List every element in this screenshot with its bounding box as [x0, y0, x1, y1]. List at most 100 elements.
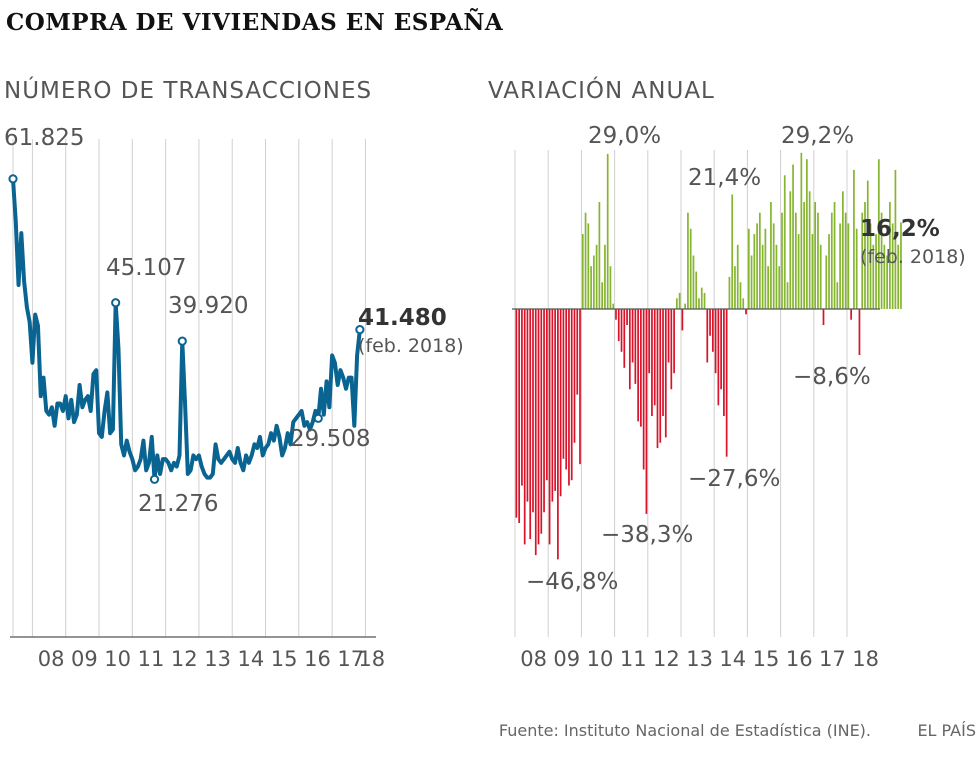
right-bar — [822, 309, 825, 326]
right-bar — [783, 175, 786, 309]
right-bar — [880, 212, 883, 309]
right-bar — [894, 169, 897, 309]
left-point-marker — [313, 413, 323, 423]
right-bar — [825, 255, 828, 309]
right-bar — [841, 191, 844, 309]
right-bar — [803, 202, 805, 309]
right-bar — [717, 309, 720, 406]
right-bar — [642, 309, 645, 470]
right-bar — [731, 194, 734, 309]
left-line-series — [11, 176, 362, 482]
annotation-low-2017: 29.508 — [290, 426, 370, 452]
right-bar — [747, 228, 750, 309]
right-bar — [678, 292, 681, 309]
right-x-tick-labels: 08 09 10 11 12 13 14 15 16 17 18 — [520, 647, 879, 671]
annotation-var-2016-peak: 29,2% — [781, 123, 854, 149]
right-bar — [551, 309, 554, 502]
annotation-peak-2007: 61.825 — [4, 125, 84, 151]
right-bar — [681, 309, 684, 331]
right-bar — [543, 309, 545, 513]
left-point-marker — [355, 324, 365, 335]
left-chart-title: NÚMERO DE TRANSACCIONES — [4, 76, 372, 104]
right-bar — [808, 191, 811, 309]
right-bar — [595, 244, 598, 309]
right-bar — [836, 282, 839, 309]
left-point-marker — [8, 174, 18, 184]
right-bar — [587, 223, 590, 309]
right-bar — [537, 309, 540, 545]
right-bar — [853, 169, 855, 309]
right-bar — [830, 212, 833, 309]
right-bar — [900, 222, 902, 309]
right-bar — [855, 228, 858, 309]
right-bar — [811, 234, 814, 309]
right-bar — [794, 212, 797, 309]
right-bar — [559, 309, 562, 497]
right-bar — [806, 159, 808, 309]
right-bar — [521, 309, 523, 486]
right-bar — [889, 202, 891, 309]
right-bar — [833, 202, 836, 309]
left-point-marker — [111, 298, 121, 308]
right-bar — [609, 266, 612, 309]
right-bar — [739, 282, 742, 309]
right-bar — [606, 153, 609, 309]
right-bar — [750, 255, 753, 309]
right-bar — [557, 309, 559, 560]
right-bar — [656, 309, 659, 449]
right-bar — [847, 223, 850, 309]
right-bar — [720, 309, 722, 390]
right-bar — [706, 309, 709, 363]
right-bar — [767, 266, 770, 309]
right-x-tick-label: 13 — [686, 647, 713, 671]
right-bar — [891, 223, 894, 309]
right-x-tick-label: 17 — [819, 647, 846, 671]
right-bar — [637, 309, 639, 422]
right-bar — [664, 309, 667, 438]
right-bar — [711, 309, 714, 352]
right-bar — [579, 309, 581, 465]
left-markers — [8, 174, 365, 484]
right-bar — [858, 309, 861, 356]
right-bar — [728, 276, 731, 309]
right-bar — [789, 191, 792, 309]
right-bar — [562, 309, 565, 459]
right-bar — [634, 309, 637, 384]
right-bar — [839, 223, 841, 309]
annotation-latest-date: (feb. 2018) — [358, 335, 464, 357]
right-bar — [653, 309, 656, 406]
right-bar — [875, 234, 877, 309]
left-x-tick-label: 08 — [38, 647, 65, 671]
right-bar — [817, 212, 819, 309]
right-bar — [601, 282, 604, 309]
left-x-tick-label: 12 — [171, 647, 198, 671]
right-bar — [792, 164, 794, 309]
right-bar — [568, 309, 570, 486]
left-x-tick-label: 17 — [337, 647, 364, 671]
right-bar — [742, 298, 745, 309]
left-x-tick-label: 11 — [138, 647, 165, 671]
right-bar — [662, 309, 664, 416]
right-bar — [573, 309, 576, 443]
right-bar — [772, 223, 775, 309]
right-x-tick-label: 11 — [620, 647, 647, 671]
right-bar — [570, 309, 573, 481]
annotation-latest-value: 41.480 — [358, 305, 447, 331]
right-bar — [645, 309, 648, 514]
right-bar — [775, 244, 778, 309]
right-bar — [548, 309, 551, 545]
right-bar — [523, 309, 526, 545]
right-bar — [592, 255, 595, 309]
right-bar — [897, 244, 900, 309]
right-x-tick-label: 16 — [786, 647, 813, 671]
left-x-tick-label: 16 — [304, 647, 331, 671]
right-bar — [604, 244, 606, 309]
right-bar — [866, 180, 869, 309]
chart-title: COMPRA DE VIVIENDAS EN ESPAÑA — [6, 9, 504, 36]
left-series-line — [11, 176, 362, 482]
annotation-peak-2013: 39.920 — [168, 293, 248, 319]
right-bar — [540, 309, 543, 534]
right-bar — [778, 266, 781, 309]
publisher-credit: EL PAÍS — [917, 721, 976, 740]
